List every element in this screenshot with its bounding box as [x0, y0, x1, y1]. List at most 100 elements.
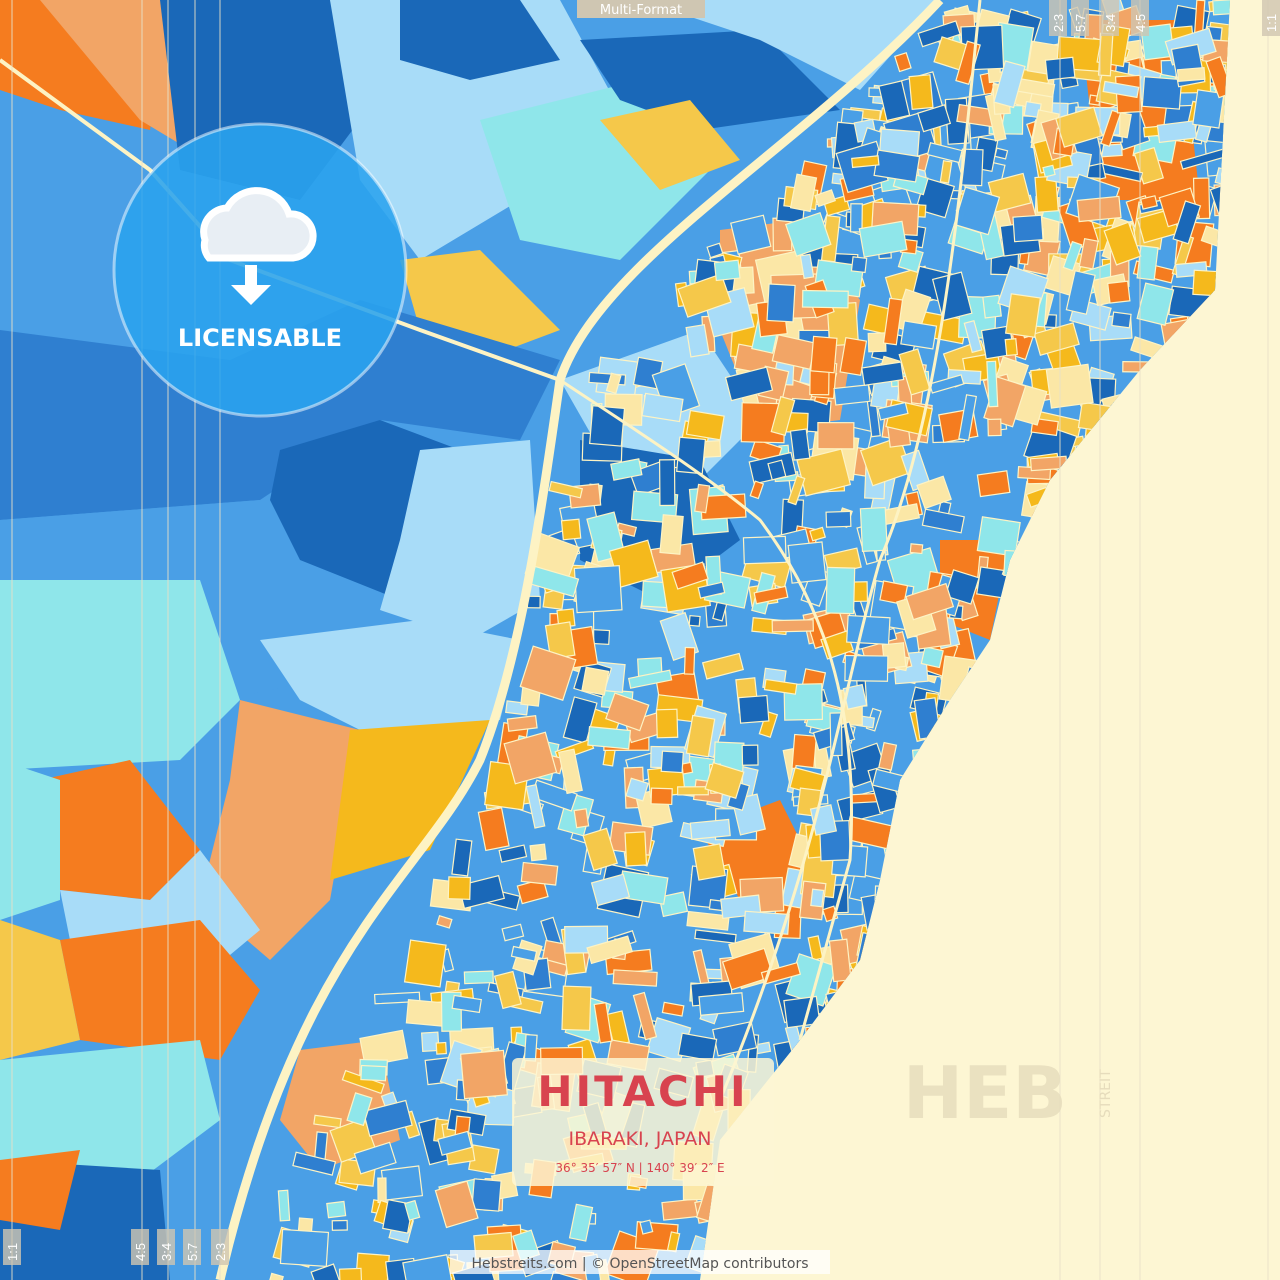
block [586, 935, 633, 965]
ratio-label: 1:1 [1264, 14, 1279, 32]
block [851, 155, 880, 169]
block [817, 422, 855, 450]
block [519, 645, 577, 701]
block [493, 970, 522, 1010]
ratio-tag [157, 1229, 175, 1265]
block [698, 992, 745, 1016]
block [713, 259, 741, 282]
ratio-label: 5:7 [1073, 14, 1088, 32]
block [1192, 89, 1225, 129]
block [548, 480, 584, 499]
map-shape [580, 30, 840, 130]
block [477, 807, 510, 852]
block [993, 60, 1026, 109]
block [839, 336, 868, 377]
block [437, 1130, 473, 1156]
map-shape [400, 0, 560, 80]
map-shape [0, 1040, 220, 1180]
block [501, 923, 525, 942]
block [789, 428, 811, 461]
block [926, 142, 963, 164]
block [697, 581, 726, 599]
block [421, 1031, 440, 1052]
block [1176, 66, 1206, 82]
block [850, 256, 868, 274]
block [685, 714, 716, 758]
map-shape [215, 0, 944, 1280]
block [1078, 237, 1099, 270]
block [944, 569, 980, 605]
block [277, 1189, 291, 1222]
block [1045, 363, 1094, 409]
map-shape [0, 760, 60, 920]
block [520, 861, 559, 886]
block [994, 147, 1009, 160]
block [658, 891, 689, 918]
credit: Hebstreits.com | © OpenStreetMap contrib… [471, 1256, 808, 1272]
map-shape [0, 1150, 80, 1230]
block [523, 1033, 538, 1062]
block [784, 212, 832, 257]
block [807, 935, 824, 961]
block [1062, 240, 1083, 272]
block [916, 475, 952, 510]
map-shape [260, 620, 520, 730]
block [685, 409, 725, 441]
block [704, 761, 745, 800]
block [801, 289, 849, 309]
block [810, 335, 838, 374]
block [627, 669, 673, 689]
block [1100, 109, 1122, 147]
block [380, 1165, 424, 1201]
block [825, 510, 852, 528]
block [677, 1032, 718, 1062]
block [753, 585, 789, 605]
block [677, 786, 709, 796]
block [787, 541, 827, 584]
block [463, 970, 494, 985]
ratio-tag [211, 1229, 229, 1265]
block [749, 480, 765, 500]
ratio-label: 3:4 [1103, 14, 1118, 32]
block [331, 1219, 348, 1231]
ratio-label: 4:5 [1133, 14, 1148, 32]
block [849, 203, 863, 233]
ratio-tag [1101, 0, 1119, 36]
block [799, 253, 815, 280]
block [451, 994, 482, 1014]
block [377, 1177, 387, 1204]
block [701, 652, 745, 680]
block [1111, 311, 1132, 329]
block [1156, 120, 1198, 144]
block [661, 1001, 685, 1017]
block [825, 566, 856, 615]
block [828, 938, 852, 983]
block [593, 1001, 613, 1044]
block [963, 319, 983, 354]
block [758, 710, 779, 738]
block [909, 543, 924, 555]
block [787, 475, 806, 506]
ratio-tag [1071, 0, 1089, 36]
block [877, 401, 909, 421]
block [833, 384, 871, 406]
block [763, 678, 798, 695]
block [976, 516, 1021, 557]
ratio-label: 5:7 [185, 1243, 200, 1261]
block [1136, 282, 1175, 326]
block [525, 783, 546, 829]
format-label: Multi-Format [600, 3, 682, 18]
block [939, 160, 953, 184]
block [692, 843, 726, 881]
map-shape [380, 440, 540, 640]
block [987, 418, 1002, 437]
ratio-tag [3, 1229, 21, 1265]
block [560, 518, 582, 541]
block [905, 582, 955, 621]
block [659, 514, 684, 555]
block [858, 220, 908, 258]
ratio-tag [1262, 0, 1280, 36]
title-panel [512, 1058, 774, 1186]
block [767, 459, 787, 481]
block [402, 1254, 453, 1280]
